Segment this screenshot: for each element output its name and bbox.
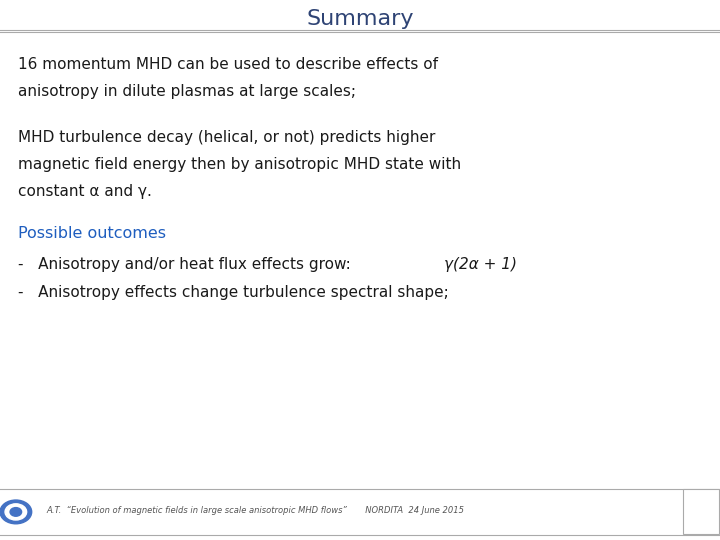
Bar xyxy=(683,489,719,534)
Text: anisotropy in dilute plasmas at large scales;: anisotropy in dilute plasmas at large sc… xyxy=(18,84,356,99)
Text: 15: 15 xyxy=(693,507,708,516)
Text: magnetic field energy then by anisotropic MHD state with: magnetic field energy then by anisotropi… xyxy=(18,157,461,172)
Text: γ(2α + 1): γ(2α + 1) xyxy=(444,256,517,272)
Text: -   Anisotropy effects change turbulence spectral shape;: - Anisotropy effects change turbulence s… xyxy=(18,285,449,300)
Circle shape xyxy=(10,508,22,516)
Text: MHD turbulence decay (helical, or not) predicts higher: MHD turbulence decay (helical, or not) p… xyxy=(18,130,436,145)
Text: -   Anisotropy and/or heat flux effects grow:: - Anisotropy and/or heat flux effects gr… xyxy=(18,256,361,272)
Circle shape xyxy=(5,504,27,520)
Circle shape xyxy=(0,500,32,524)
Text: Summary: Summary xyxy=(306,9,414,29)
Text: 16 momentum MHD can be used to describe effects of: 16 momentum MHD can be used to describe … xyxy=(18,57,438,72)
Text: Possible outcomes: Possible outcomes xyxy=(18,226,166,241)
Text: A.T.  “Evolution of magnetic fields in large scale anisotropic MHD flows”       : A.T. “Evolution of magnetic fields in la… xyxy=(47,506,465,515)
Text: constant α and γ.: constant α and γ. xyxy=(18,184,152,199)
